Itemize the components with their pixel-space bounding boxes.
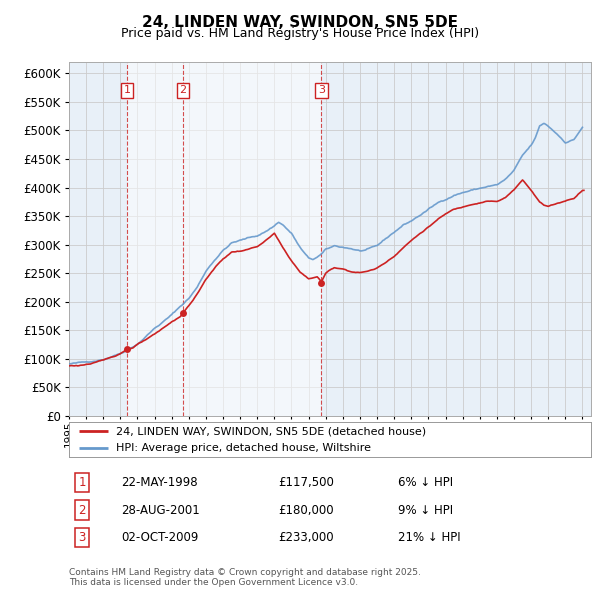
Text: 1: 1 <box>78 476 86 489</box>
Text: 21% ↓ HPI: 21% ↓ HPI <box>398 531 460 544</box>
Text: 9% ↓ HPI: 9% ↓ HPI <box>398 503 453 517</box>
Text: 6% ↓ HPI: 6% ↓ HPI <box>398 476 453 489</box>
Text: 2: 2 <box>179 86 187 96</box>
Text: HPI: Average price, detached house, Wiltshire: HPI: Average price, detached house, Wilt… <box>116 442 371 453</box>
Text: 28-AUG-2001: 28-AUG-2001 <box>121 503 200 517</box>
Text: 3: 3 <box>318 86 325 96</box>
Text: 22-MAY-1998: 22-MAY-1998 <box>121 476 198 489</box>
Text: Price paid vs. HM Land Registry's House Price Index (HPI): Price paid vs. HM Land Registry's House … <box>121 27 479 40</box>
Text: £233,000: £233,000 <box>278 531 334 544</box>
Text: £117,500: £117,500 <box>278 476 334 489</box>
Text: 3: 3 <box>79 531 86 544</box>
Text: 24, LINDEN WAY, SWINDON, SN5 5DE: 24, LINDEN WAY, SWINDON, SN5 5DE <box>142 15 458 30</box>
Text: 02-OCT-2009: 02-OCT-2009 <box>121 531 199 544</box>
Text: 24, LINDEN WAY, SWINDON, SN5 5DE (detached house): 24, LINDEN WAY, SWINDON, SN5 5DE (detach… <box>116 427 426 437</box>
Text: 1: 1 <box>124 86 130 96</box>
Text: £180,000: £180,000 <box>278 503 334 517</box>
Bar <box>183 62 322 416</box>
Text: 2: 2 <box>78 503 86 517</box>
Text: Contains HM Land Registry data © Crown copyright and database right 2025.
This d: Contains HM Land Registry data © Crown c… <box>69 568 421 587</box>
Bar <box>127 62 183 416</box>
